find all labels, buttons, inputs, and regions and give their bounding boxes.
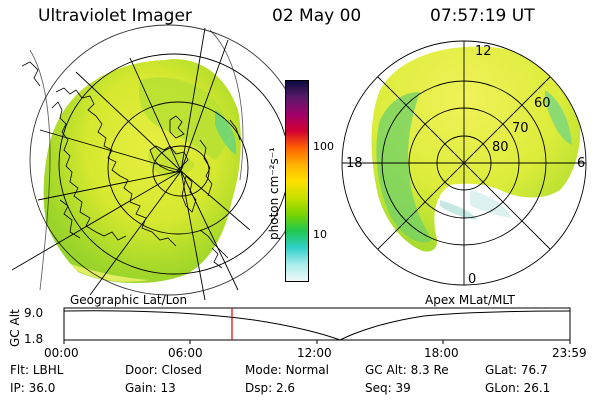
info-key: Seq: xyxy=(365,381,396,395)
altitude-xtick-0000: 00:00 xyxy=(44,346,79,360)
mlat-label-80: 80 xyxy=(492,140,509,155)
info-row2-item-3: Seq: 39 xyxy=(365,381,411,395)
instrument-title: Ultraviolet Imager xyxy=(38,6,192,26)
altitude-curve xyxy=(63,310,571,341)
info-row2-item-0: IP: 36.0 xyxy=(10,381,55,395)
mlt-label-dawn: 6 xyxy=(577,156,586,171)
mlt-label-dusk: 18 xyxy=(346,156,363,171)
info-key: Dsp: xyxy=(245,381,276,395)
mlt-label-noon: 12 xyxy=(475,44,492,59)
info-value: 76.7 xyxy=(520,363,548,377)
info-value: Normal xyxy=(285,363,329,377)
info-row1-item-2: Mode: Normal xyxy=(245,363,329,377)
mlt-label-midnight: 0 xyxy=(468,272,477,287)
info-value: 26.1 xyxy=(523,381,551,395)
info-row2-item-2: Dsp: 2.6 xyxy=(245,381,295,395)
info-value: 36.0 xyxy=(28,381,56,395)
info-row2-item-4: GLon: 26.1 xyxy=(485,381,550,395)
image-time: 07:57:19 UT xyxy=(430,6,535,26)
info-key: GC Alt: xyxy=(365,363,411,377)
left-graticule xyxy=(11,24,307,301)
info-value: 2.6 xyxy=(275,381,296,395)
coastline xyxy=(21,61,241,269)
altitude-ytick-high: 9.0 xyxy=(24,306,44,320)
info-row1-item-1: Door: Closed xyxy=(125,363,202,377)
info-key: IP: xyxy=(10,381,29,395)
colorbar-tick-10: 10 xyxy=(313,228,327,241)
right-aurora-image xyxy=(371,46,581,252)
colorbar-unit-label: photon cm⁻²s⁻¹ xyxy=(267,147,281,240)
info-value: Closed xyxy=(161,363,202,377)
info-key: Gain: xyxy=(125,381,161,395)
mlat-label-60: 60 xyxy=(534,96,551,111)
info-row2-item-1: Gain: 13 xyxy=(125,381,176,395)
altitude-xtick-1200: 12:00 xyxy=(297,346,332,360)
info-value: LBHL xyxy=(32,363,64,377)
altitude-plot xyxy=(63,307,571,344)
info-key: Mode: xyxy=(245,363,286,377)
info-key: Flt: xyxy=(10,363,33,377)
info-row1-item-4: GLat: 76.7 xyxy=(485,363,548,377)
info-key: Door: xyxy=(125,363,162,377)
altitude-xtick-0600: 06:00 xyxy=(168,346,203,360)
mlat-label-70: 70 xyxy=(512,121,529,136)
geographic-panel-label: Geographic Lat/Lon xyxy=(70,293,188,307)
apex-panel-label: Apex MLat/MLT xyxy=(425,293,515,307)
polar-grid xyxy=(341,40,587,286)
altitude-xtick-1800: 18:00 xyxy=(424,346,459,360)
colorbar xyxy=(285,80,309,282)
info-value: 8.3 Re xyxy=(410,363,449,377)
info-value: 39 xyxy=(395,381,411,395)
altitude-ytick-low: 1.8 xyxy=(24,332,44,346)
image-date: 02 May 00 xyxy=(272,6,362,26)
info-key: GLon: xyxy=(485,381,524,395)
colorbar-tick-100: 100 xyxy=(313,140,334,153)
info-value: 13 xyxy=(160,381,176,395)
info-row1-item-3: GC Alt: 8.3 Re xyxy=(365,363,449,377)
colorbar-gradient xyxy=(286,81,308,281)
info-row1-item-0: Flt: LBHL xyxy=(10,363,63,377)
altitude-ylabel: GC Alt xyxy=(8,309,22,347)
altitude-xtick-2359: 23:59 xyxy=(552,346,587,360)
info-key: GLat: xyxy=(485,363,521,377)
